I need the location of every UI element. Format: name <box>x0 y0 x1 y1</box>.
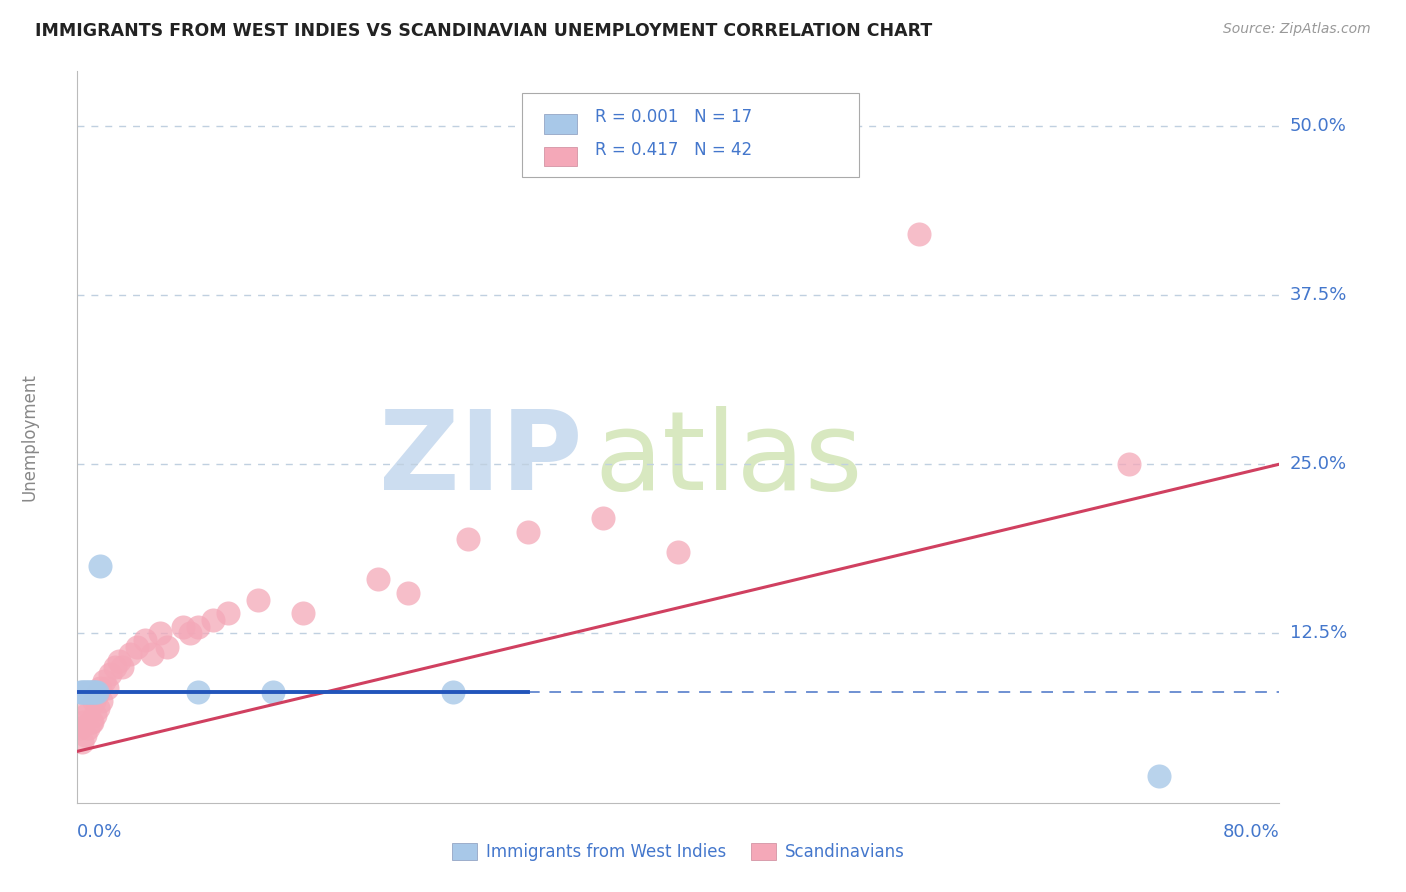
Point <box>69 684 91 698</box>
Point <box>89 681 111 695</box>
Text: R = 0.417   N = 42: R = 0.417 N = 42 <box>596 141 752 160</box>
Point <box>457 532 479 546</box>
Point <box>82 684 104 698</box>
Point <box>87 701 110 715</box>
Point <box>1149 769 1171 783</box>
Point <box>186 620 209 634</box>
Point <box>908 227 931 241</box>
Point <box>79 701 101 715</box>
Point <box>84 707 107 722</box>
Point <box>72 714 94 729</box>
Point <box>76 684 98 698</box>
Point <box>75 684 97 698</box>
Point <box>246 592 269 607</box>
Point <box>76 721 98 735</box>
Point <box>89 558 111 573</box>
Text: 80.0%: 80.0% <box>1223 823 1279 841</box>
Point <box>179 626 201 640</box>
Text: 50.0%: 50.0% <box>1289 117 1347 135</box>
Point <box>396 586 419 600</box>
Point <box>84 684 107 698</box>
Point <box>186 684 209 698</box>
Point <box>83 694 105 708</box>
Text: Source: ZipAtlas.com: Source: ZipAtlas.com <box>1223 22 1371 37</box>
Point <box>111 660 134 674</box>
Point <box>104 660 127 674</box>
Point <box>118 647 141 661</box>
Point <box>93 673 115 688</box>
Point <box>82 714 104 729</box>
Text: Unemployment: Unemployment <box>20 373 38 501</box>
FancyBboxPatch shape <box>544 147 578 167</box>
Point <box>73 684 96 698</box>
Point <box>1118 457 1140 471</box>
Point <box>156 640 179 654</box>
Point <box>262 684 284 698</box>
Point <box>86 684 108 698</box>
Point <box>291 606 314 620</box>
FancyBboxPatch shape <box>544 114 578 134</box>
Point <box>80 684 103 698</box>
Text: IMMIGRANTS FROM WEST INDIES VS SCANDINAVIAN UNEMPLOYMENT CORRELATION CHART: IMMIGRANTS FROM WEST INDIES VS SCANDINAV… <box>35 22 932 40</box>
Point <box>441 684 464 698</box>
Point <box>517 524 540 539</box>
Point <box>96 681 118 695</box>
Point <box>79 684 101 698</box>
Point <box>69 721 91 735</box>
Text: ZIP: ZIP <box>378 406 582 513</box>
Point <box>75 707 97 722</box>
FancyBboxPatch shape <box>522 94 859 178</box>
Point <box>70 735 93 749</box>
Point <box>90 694 112 708</box>
Text: 0.0%: 0.0% <box>77 823 122 841</box>
Point <box>80 714 103 729</box>
Point <box>217 606 239 620</box>
Legend: Immigrants from West Indies, Scandinavians: Immigrants from West Indies, Scandinavia… <box>446 836 911 868</box>
Point <box>70 684 93 698</box>
Text: 25.0%: 25.0% <box>1289 455 1347 473</box>
Text: R = 0.001   N = 17: R = 0.001 N = 17 <box>596 109 752 127</box>
Point <box>73 728 96 742</box>
Point <box>83 684 105 698</box>
Point <box>149 626 172 640</box>
Point <box>668 545 690 559</box>
Point <box>86 688 108 702</box>
Point <box>100 667 122 681</box>
Point <box>72 684 94 698</box>
Point <box>367 572 389 586</box>
Point <box>141 647 163 661</box>
Point <box>201 613 224 627</box>
Text: 12.5%: 12.5% <box>1289 624 1347 642</box>
Point <box>134 633 156 648</box>
Point <box>592 511 614 525</box>
Point <box>127 640 149 654</box>
Text: 37.5%: 37.5% <box>1289 285 1347 304</box>
Point <box>172 620 194 634</box>
Point <box>108 654 131 668</box>
Text: atlas: atlas <box>595 406 863 513</box>
